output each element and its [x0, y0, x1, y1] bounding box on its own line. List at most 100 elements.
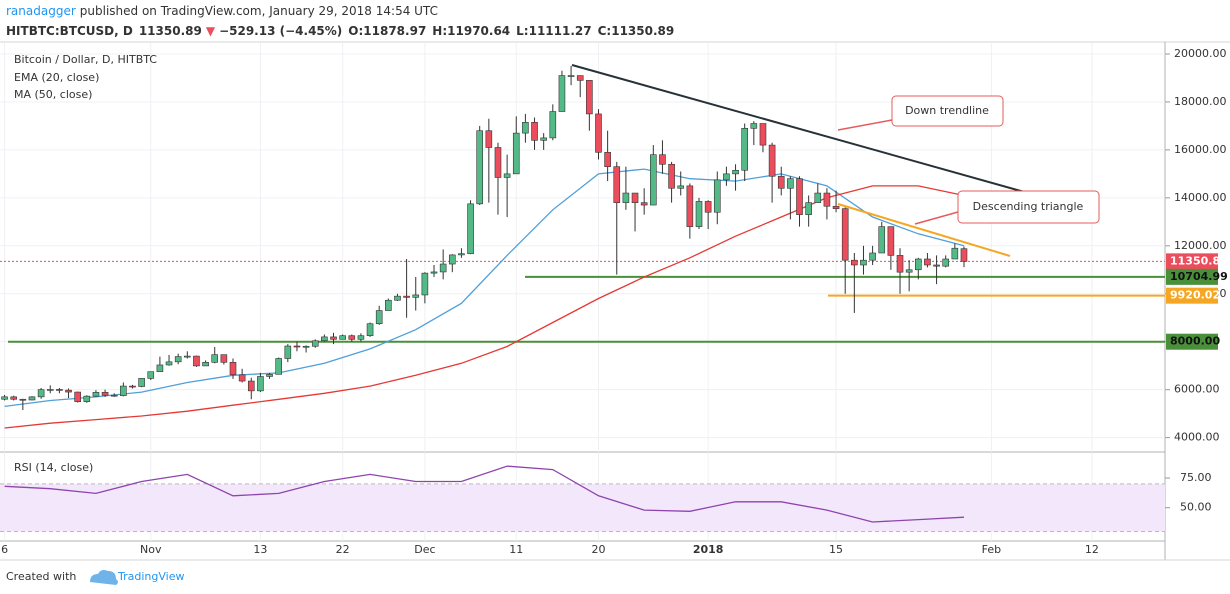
- candle-body: [193, 355, 200, 367]
- candle-body: [147, 371, 155, 379]
- legend-entry: EMA (20, close): [14, 71, 99, 84]
- candle-body: [814, 192, 822, 203]
- candle-body: [796, 178, 803, 215]
- x-tick-label: Nov: [140, 543, 162, 556]
- candle-body: [403, 295, 410, 298]
- byline: ranadagger published on TradingView.com, …: [6, 4, 438, 18]
- candle-body: [485, 130, 493, 148]
- indicator-line: [4, 168, 965, 408]
- candle-body: [476, 130, 484, 205]
- callout-box: [891, 95, 1004, 127]
- candle-body: [713, 179, 721, 213]
- candle-body: [211, 354, 219, 363]
- candle-body: [567, 75, 575, 77]
- candle-body: [805, 202, 812, 215]
- candle-body: [759, 123, 767, 146]
- candle-body: [896, 255, 904, 273]
- candle-body: [832, 205, 840, 209]
- x-tick-label: 11: [509, 543, 523, 556]
- candle-body: [905, 269, 913, 273]
- callout-pointer: [837, 119, 893, 131]
- candle-body: [19, 398, 27, 401]
- x-tick-label: 12: [1085, 543, 1099, 556]
- candle-body: [604, 151, 611, 167]
- candle-body: [841, 208, 849, 261]
- candle-body: [83, 395, 91, 402]
- candle-body: [522, 122, 529, 134]
- candle-body: [659, 154, 666, 165]
- candle-body: [74, 391, 81, 402]
- candle-body: [184, 355, 191, 358]
- candle-body: [732, 169, 739, 175]
- rsi-title: RSI (14, close): [14, 461, 93, 474]
- level-tag: [1166, 253, 1218, 270]
- candle-body: [851, 259, 858, 266]
- footer-brand[interactable]: TradingView: [117, 570, 184, 583]
- candle-body: [458, 253, 465, 256]
- level-tag: [1166, 333, 1218, 350]
- x-tick-label: 15: [829, 543, 843, 556]
- candle-body: [503, 173, 511, 178]
- callout-box: [957, 190, 1100, 224]
- candle-body: [46, 389, 54, 391]
- candle-body: [56, 389, 63, 391]
- logo: [90, 570, 118, 585]
- candle-body: [914, 258, 922, 271]
- candle-body: [586, 80, 593, 115]
- l-label: L:: [516, 24, 528, 38]
- candle-body: [439, 263, 447, 273]
- arrow: ▼: [206, 24, 216, 38]
- candle-body: [549, 111, 557, 139]
- candle-body: [247, 380, 255, 392]
- h-label: H:: [432, 24, 447, 38]
- candle-body: [777, 175, 785, 189]
- candle-body: [321, 336, 328, 342]
- x-tick-label: Dec: [414, 543, 435, 556]
- rsi-line: [4, 465, 965, 523]
- candle-body: [823, 192, 831, 207]
- x-tick-label: 2018: [693, 543, 724, 556]
- y-tick-label: 16000.00: [1174, 143, 1227, 156]
- candle-body: [412, 294, 420, 298]
- candle-body: [540, 137, 547, 141]
- published: published on TradingView.com, January 29…: [80, 4, 438, 18]
- y-tick-label: 75.00: [1180, 471, 1212, 484]
- candle-body: [494, 147, 502, 178]
- candle-body: [750, 123, 758, 129]
- candle-body: [631, 192, 639, 203]
- level-label: 10704.99: [1170, 270, 1228, 283]
- candle-body: [120, 385, 127, 396]
- candle-body: [357, 335, 365, 340]
- candle-body: [704, 201, 712, 213]
- candle-body: [110, 394, 118, 397]
- legend-entry: MA (50, close): [14, 88, 92, 101]
- candle-body: [229, 362, 237, 376]
- candle-body: [558, 75, 566, 112]
- candle-body: [595, 113, 602, 153]
- candle-body: [677, 185, 685, 189]
- candle-body: [576, 75, 584, 81]
- level-label: 8000.00: [1170, 335, 1220, 348]
- y-tick-label: 12000.00: [1174, 239, 1227, 252]
- x-tick-label: 20: [591, 543, 605, 556]
- x-tick-label: 22: [336, 543, 350, 556]
- candle-body: [951, 247, 959, 260]
- candle-body: [613, 166, 621, 203]
- candle-body: [869, 252, 876, 261]
- x-tick-label: 6: [1, 543, 8, 556]
- x-tick-label: 13: [253, 543, 267, 556]
- change: −529.13 (−4.45%): [219, 24, 342, 38]
- candle-body: [787, 178, 794, 189]
- candle-body: [129, 385, 136, 388]
- y-tick-label: 50.00: [1180, 501, 1212, 514]
- candle-body: [467, 203, 474, 255]
- candle-body: [960, 248, 968, 262]
- candle-body: [366, 323, 374, 337]
- y-tick-label: 4000.00: [1174, 431, 1220, 444]
- candle-body: [878, 226, 886, 254]
- candle-body: [330, 336, 337, 340]
- candle-body: [92, 391, 100, 397]
- publisher[interactable]: ranadagger: [6, 4, 76, 18]
